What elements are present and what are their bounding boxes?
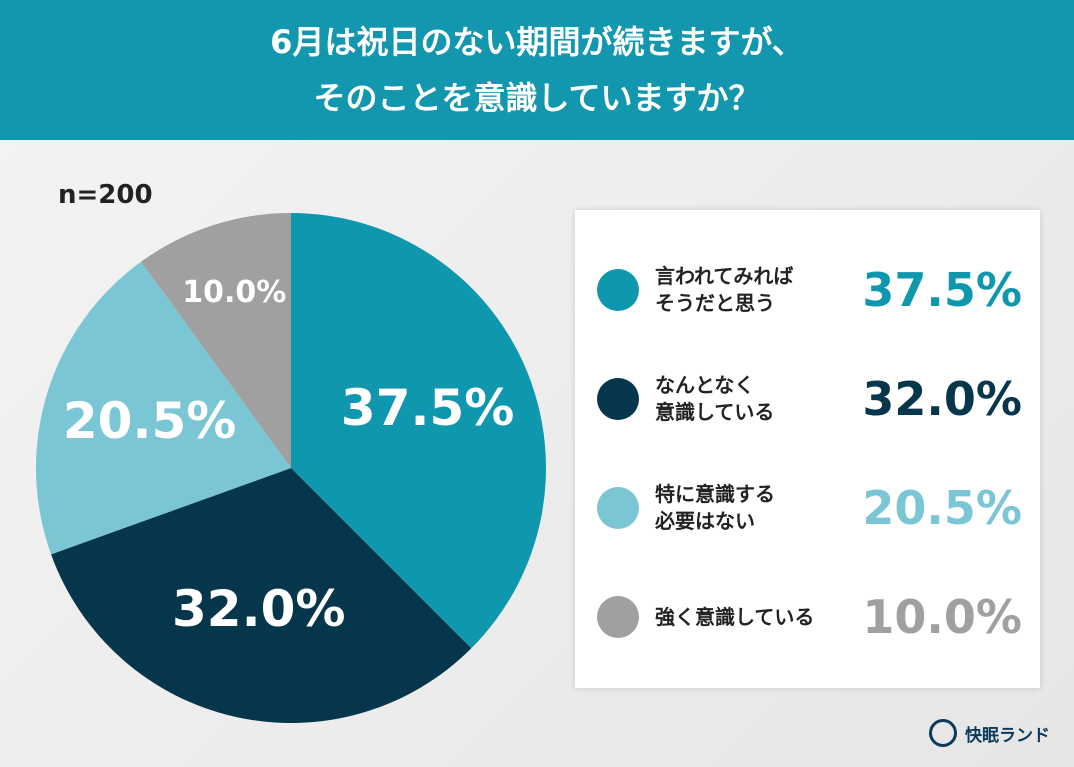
slice-label: 10.0% (182, 275, 286, 310)
legend-label: 特に意識する 必要はない (655, 482, 775, 533)
legend-swatch (597, 378, 639, 420)
legend-swatch (597, 269, 639, 311)
legend: 言われてみれば そうだと思う 37.5% なんとなく 意識している 32.0% 特に意識… (575, 210, 1040, 688)
legend-item: 特に意識する 必要はない 20.5% (597, 468, 1022, 548)
legend-swatch (597, 596, 639, 638)
legend-value: 37.5% (862, 263, 1022, 317)
legend-item: 言われてみれば そうだと思う 37.5% (597, 250, 1022, 330)
legend-label: なんとなく 意識している (655, 373, 775, 424)
title-line: そのことを意識していますか？ (313, 79, 761, 117)
sample-size: n=200 (58, 180, 153, 210)
legend-item: なんとなく 意識している 32.0% (597, 359, 1022, 439)
pie-slice (141, 213, 291, 468)
legend-value: 32.0% (862, 372, 1022, 426)
slice-label: 37.5% (341, 379, 514, 437)
legend-label: 強く意識している (655, 604, 815, 629)
legend-value: 10.0% (862, 590, 1022, 644)
title-line: 6月は祝日のない期間が続きますが、 (270, 23, 804, 61)
pie-slice (51, 468, 472, 724)
slice-label: 20.5% (63, 392, 236, 450)
legend-swatch (597, 487, 639, 529)
legend-label: 言われてみれば そうだと思う (655, 264, 794, 315)
brand-name: 快眠ランド (965, 725, 1050, 746)
brand: 快眠ランド (929, 719, 1050, 747)
legend-value: 20.5% (862, 481, 1022, 535)
brand-logo (929, 719, 957, 747)
pie-slice (291, 213, 547, 649)
header: 6月は祝日のない期間が続きますが、 そのことを意識していますか？ (0, 0, 1074, 140)
pie-chart: 37.5% 32.0% 20.5% 10.0% (36, 213, 547, 724)
pie-slice (36, 261, 291, 555)
slice-label: 32.0% (172, 580, 345, 638)
legend-item: 強く意識している 10.0% (597, 577, 1022, 657)
